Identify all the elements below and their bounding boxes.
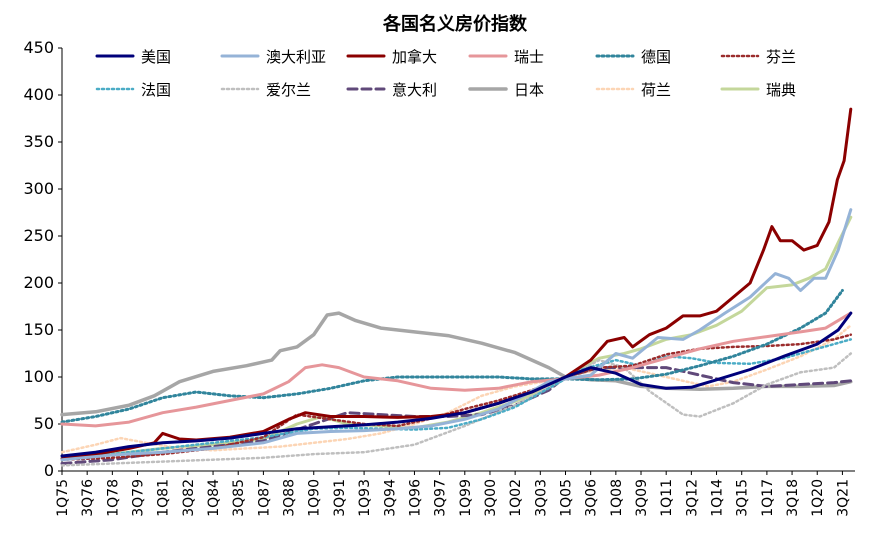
y-tick-label: 400 (23, 85, 54, 104)
x-tick-label: 3Q91 (332, 479, 348, 517)
y-tick-label: 150 (23, 320, 54, 339)
x-tick-label: 1Q20 (810, 479, 826, 517)
x-tick-label: 1Q96 (407, 479, 423, 517)
y-tick-label: 200 (23, 273, 54, 292)
series-line (60, 338, 853, 460)
x-tick-label: 1Q11 (659, 479, 675, 517)
series-line (60, 366, 853, 465)
chart-axes: 0 50 100 150 200 250 300 350 400 450 1Q75 3Q76 1Q78 3… (23, 38, 855, 517)
y-tick-label: 0 (44, 461, 54, 480)
legend-label: 美国 (141, 48, 171, 66)
x-tick-label: 3Q85 (231, 479, 247, 517)
x-tick-label: 1Q93 (357, 479, 373, 517)
x-tick-label: 3Q76 (80, 479, 96, 517)
chart-title: 各国名义房价指数 (382, 13, 528, 35)
legend-label: 加拿大 (392, 48, 437, 66)
x-tick-label: 3Q03 (533, 479, 549, 517)
legend-label: 瑞士 (514, 48, 544, 66)
plot-area (60, 107, 853, 467)
legend-label: 意大利 (392, 81, 437, 99)
legend-label: 爱尔兰 (266, 81, 311, 99)
x-tick-label: 1Q99 (458, 479, 474, 517)
series-line (60, 311, 853, 458)
x-tick-label: 1Q87 (256, 479, 272, 517)
series-line (60, 107, 853, 461)
series-line (60, 311, 853, 428)
x-tick-label: 1Q81 (156, 479, 172, 517)
legend-label: 瑞典 (766, 81, 796, 99)
legend-label: 澳大利亚 (266, 48, 326, 66)
x-tick-label: 1Q75 (55, 479, 71, 517)
x-tick-label: 3Q21 (835, 479, 851, 517)
x-tick-label: 1Q90 (307, 479, 323, 517)
x-tick-label: 3Q97 (433, 479, 449, 517)
y-tick-label: 300 (23, 179, 54, 198)
series-line (60, 311, 853, 417)
x-tick-label: 1Q02 (508, 479, 524, 517)
series-line (60, 208, 853, 462)
legend-label: 法国 (141, 81, 171, 99)
x-tick-label: 3Q09 (634, 479, 650, 517)
series-line (60, 333, 853, 461)
y-tick-label: 450 (23, 38, 54, 57)
x-tick-label: 3Q79 (131, 479, 147, 517)
x-tick-label: 3Q88 (282, 479, 298, 517)
legend-label: 荷兰 (641, 81, 671, 99)
x-tick-label: 3Q15 (735, 479, 751, 517)
y-tick-label: 100 (23, 367, 54, 386)
x-tick-label: 3Q12 (684, 479, 700, 517)
x-tick-label: 1Q08 (609, 479, 625, 517)
x-tick-label: 3Q06 (584, 479, 600, 517)
y-tick-label: 250 (23, 226, 54, 245)
series-line (60, 352, 853, 467)
x-tick-label: 3Q94 (382, 479, 398, 517)
legend-label: 德国 (641, 48, 671, 66)
x-tick-label: 1Q14 (710, 479, 726, 517)
x-tick-label: 1Q17 (760, 479, 776, 517)
legend-label: 芬兰 (766, 48, 796, 66)
x-tick-label: 3Q82 (181, 479, 197, 517)
y-tick-label: 50 (34, 414, 54, 433)
x-tick-label: 3Q00 (483, 479, 499, 517)
x-tick-label: 3Q18 (785, 479, 801, 517)
legend-label: 日本 (514, 81, 544, 99)
x-tick-label: 1Q05 (558, 479, 574, 517)
x-tick-label: 1Q78 (105, 479, 121, 517)
x-tick-label: 1Q84 (206, 479, 222, 517)
series-line (60, 289, 844, 424)
y-tick-label: 350 (23, 132, 54, 151)
